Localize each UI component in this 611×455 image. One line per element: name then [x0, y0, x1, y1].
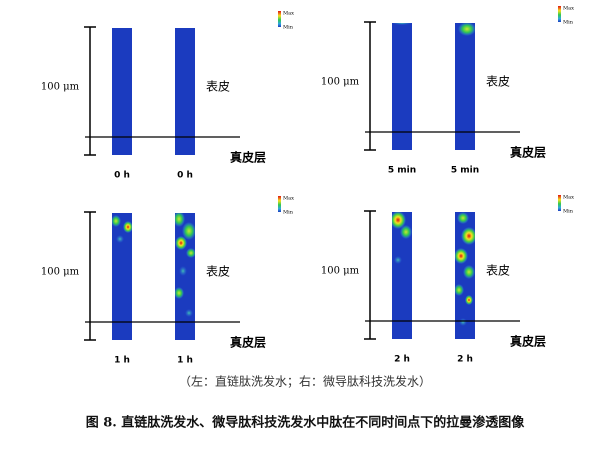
hot-spot: [459, 318, 467, 326]
legend-max: Max: [283, 196, 294, 202]
hot-spot: [455, 248, 468, 264]
raman-strip: [392, 23, 412, 150]
time-label: 0 h: [177, 171, 193, 181]
hot-spot: [116, 235, 124, 243]
hot-spot: [175, 236, 187, 250]
colorbar: [558, 195, 561, 211]
colorbar: [558, 6, 561, 22]
raman-strip: [392, 212, 412, 339]
scale-label: 100 μm: [321, 266, 360, 277]
raman-strip: [455, 23, 475, 150]
epidermis-label: 表皮: [486, 75, 510, 89]
time-label: 0 h: [114, 171, 130, 181]
figure-title: 图 8. 直链肽洗发水、微导肽科技洗发水中肽在不同时间点下的拉曼渗透图像: [86, 415, 526, 431]
time-label: 2 h: [457, 355, 473, 365]
caption: （左：直链肽洗发水；右：微导肽科技洗发水）: [179, 374, 431, 389]
hot-spot: [112, 215, 121, 227]
raman-strip: [112, 213, 132, 340]
hot-spot: [123, 221, 132, 233]
hot-spot: [182, 222, 195, 240]
time-label: 5 min: [451, 166, 479, 176]
hot-spot: [175, 287, 184, 299]
hot-spot: [392, 23, 412, 25]
time-label: 1 h: [177, 356, 193, 366]
legend-min: Min: [283, 210, 294, 216]
raman-strip: [112, 28, 132, 155]
time-label: 5 min: [388, 166, 416, 176]
hot-spot: [458, 23, 475, 36]
hot-spot: [394, 256, 402, 264]
dermis-label: 真皮层: [230, 150, 266, 165]
colorbar: [278, 11, 281, 27]
hot-spot: [465, 295, 473, 305]
legend-min: Min: [563, 20, 574, 26]
epidermis-label: 表皮: [206, 80, 230, 94]
dermis-label: 真皮层: [510, 145, 546, 160]
hot-spot: [175, 213, 185, 227]
hot-spot: [400, 225, 412, 239]
time-label: 2 h: [394, 355, 410, 365]
epidermis-label: 表皮: [486, 264, 510, 278]
raman-strip: [175, 28, 195, 155]
legend-max: Max: [563, 6, 574, 12]
dermis-label: 真皮层: [230, 335, 266, 350]
time-label: 1 h: [114, 356, 130, 366]
hot-spot: [457, 212, 469, 224]
scale-label: 100 μm: [41, 267, 80, 278]
hot-spot: [186, 248, 195, 258]
hot-spot: [185, 309, 193, 317]
colorbar: [278, 196, 281, 212]
epidermis-label: 表皮: [206, 265, 230, 279]
hot-spot: [179, 266, 187, 276]
hot-spot: [392, 212, 406, 229]
legend-max: Max: [283, 11, 294, 17]
legend-min: Min: [283, 25, 294, 31]
dermis-label: 真皮层: [510, 334, 546, 349]
legend-min: Min: [563, 209, 574, 215]
hot-spot: [461, 227, 475, 245]
hot-spot: [455, 284, 464, 296]
scale-label: 100 μm: [41, 82, 80, 93]
scale-label: 100 μm: [321, 77, 360, 88]
hot-spot: [463, 265, 475, 279]
legend-max: Max: [563, 195, 574, 201]
